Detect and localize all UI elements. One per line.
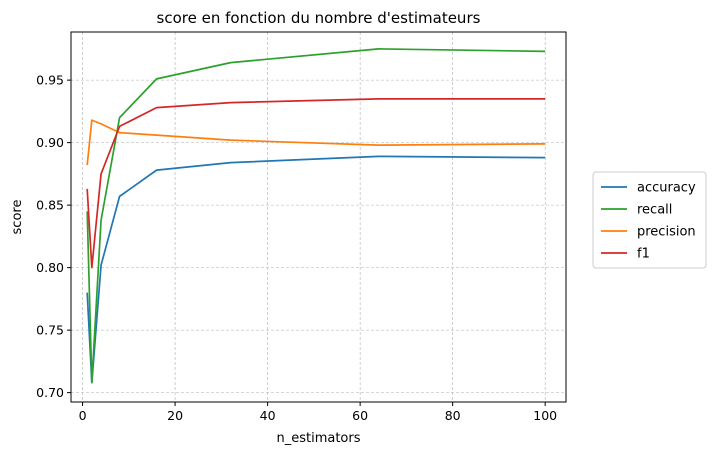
chart-title: score en fonction du nombre d'estimateur… xyxy=(157,9,481,27)
y-tick-label: 0.95 xyxy=(36,73,64,88)
legend-label-accuracy: accuracy xyxy=(637,181,696,196)
x-axis-label: n_estimators xyxy=(276,431,360,446)
y-tick-label: 0.70 xyxy=(36,385,64,400)
y-tick-label: 0.85 xyxy=(36,198,64,213)
x-tick-label: 60 xyxy=(352,408,368,423)
series-layer xyxy=(86,48,546,384)
series-line-recall xyxy=(86,48,546,384)
legend-label-precision: precision xyxy=(637,225,696,240)
x-tick-label: 40 xyxy=(260,408,276,423)
y-tick-label: 0.90 xyxy=(36,135,64,150)
y-tick-label: 0.75 xyxy=(36,323,64,338)
x-tick-label: 20 xyxy=(167,408,183,423)
x-tick-label: 80 xyxy=(445,408,461,423)
legend-label-f1: f1 xyxy=(637,247,650,262)
y-axis-label: score xyxy=(10,200,25,235)
legend-frame xyxy=(592,171,707,269)
axes-layer: 0 20 40 60 80 100 0.70 0.75 0.80 0.85 0.90 0.95 xyxy=(36,31,567,423)
series-line-precision xyxy=(86,119,546,166)
legend-label-recall: recall xyxy=(637,203,672,218)
series-line-accuracy xyxy=(86,155,546,384)
y-tick-label: 0.80 xyxy=(36,260,64,275)
x-tick-label: 0 xyxy=(79,408,87,423)
x-tick-label: 100 xyxy=(533,408,557,423)
grid-layer xyxy=(71,32,566,402)
series-line-f1 xyxy=(86,98,546,269)
plot-frame xyxy=(70,31,567,403)
legend: accuracy recall precision f1 xyxy=(592,171,707,269)
